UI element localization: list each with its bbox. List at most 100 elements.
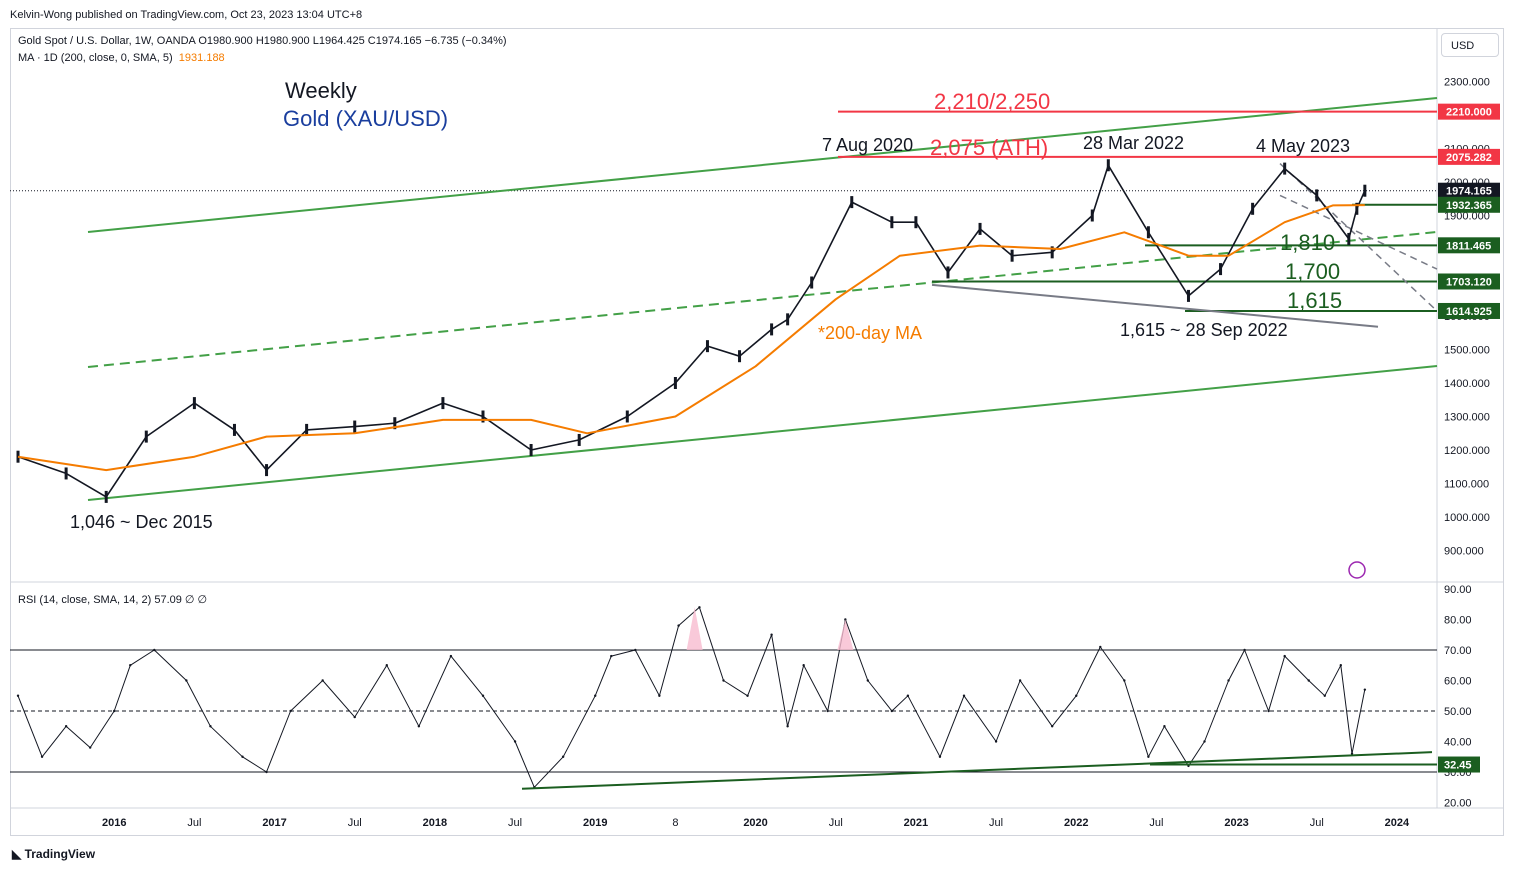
ma-legend-label: MA · 1D (200, close, 0, SMA, 5)	[18, 52, 173, 64]
rsi-point	[1243, 648, 1246, 652]
price-candle	[770, 323, 774, 336]
rsi-point	[1203, 740, 1206, 743]
price-candle	[577, 433, 581, 446]
rsi-overbought-fill	[686, 607, 703, 650]
price-candle	[890, 216, 894, 229]
price-tag-label: 2075.282	[1446, 152, 1492, 164]
rsi-point	[677, 624, 680, 627]
price-candle	[1090, 209, 1094, 222]
tv-logo-text: TradingView	[24, 847, 96, 861]
price-tag-bg	[1438, 302, 1500, 319]
price-candle	[914, 216, 918, 229]
symbol-legend: Gold Spot / U.S. Dollar, 1W, OANDA O1980…	[18, 35, 507, 47]
price-candle	[1010, 249, 1014, 262]
peak-2023-label: 4 May 2023	[1256, 136, 1350, 156]
time-axis-tick: Jul	[187, 817, 201, 829]
rsi-point	[906, 694, 910, 697]
rsi-point	[1350, 752, 1354, 755]
rsi-point	[1123, 679, 1126, 682]
rsi-point	[938, 755, 942, 758]
price-tag-label: 1614.925	[1446, 306, 1492, 318]
rsi-point	[561, 755, 565, 758]
ma-legend: MA · 1D (200, close, 0, SMA, 5) 1931.188	[18, 52, 225, 64]
descending-support-line	[931, 283, 1379, 328]
rsi-point	[417, 725, 421, 728]
rsi-point	[634, 648, 637, 652]
price-candle	[232, 423, 236, 436]
price-candle	[64, 467, 68, 480]
price-axis-tick: 1500.000	[1444, 345, 1490, 357]
time-axis-tick: Jul	[508, 817, 522, 829]
rsi-point	[890, 709, 894, 713]
price-tag-bg	[1438, 103, 1500, 120]
rsi-axis-tick: 70.00	[1444, 645, 1472, 657]
rsi-point	[1283, 654, 1286, 658]
chart-subtitle: Gold (XAU/USD)	[283, 106, 448, 131]
ma-200-line	[17, 204, 1365, 472]
time-axis-tick: 2021	[904, 817, 928, 829]
rsi-point	[994, 740, 998, 743]
price-candle	[738, 350, 742, 363]
time-axis-tick: Jul	[989, 817, 1003, 829]
price-candle	[1219, 263, 1223, 276]
price-axis-tick: 1100.000	[1444, 479, 1489, 491]
rsi-axis-tick: 60.00	[1444, 676, 1472, 688]
rsi-point	[385, 664, 388, 667]
rsi-point	[113, 709, 116, 713]
rsi-point	[802, 664, 805, 667]
price-candle	[673, 377, 677, 389]
rsi-point	[826, 709, 829, 713]
rsi-point	[786, 725, 789, 728]
rsi-point	[1323, 694, 1326, 697]
price-candle	[1186, 289, 1190, 302]
price-candle	[441, 397, 445, 410]
rsi-point	[129, 664, 132, 667]
tradingview-logo[interactable]: ◣ TradingView	[12, 847, 95, 861]
price-candle	[104, 490, 108, 503]
chart-frame	[10, 28, 1504, 836]
time-axis-tick: 2018	[423, 817, 447, 829]
rsi-point	[1075, 694, 1078, 697]
price-candle	[786, 313, 790, 326]
rsi-point	[746, 694, 749, 697]
rsi-point	[1050, 725, 1054, 728]
rsi-point	[513, 740, 517, 743]
time-axis-tick: 2023	[1224, 817, 1248, 829]
price-candle	[705, 340, 709, 353]
low-2015-label: 1,046 ~ Dec 2015	[70, 512, 213, 532]
rsi-axis-tick: 80.00	[1444, 615, 1472, 627]
rsi-point	[1307, 679, 1310, 682]
price-candle	[1363, 184, 1367, 197]
channel-mid-line	[87, 231, 1438, 368]
rsi-point	[722, 679, 725, 682]
rsi-point	[16, 694, 20, 697]
price-candle	[1050, 246, 1054, 259]
channel-lower-line	[87, 365, 1438, 501]
time-axis-tick: 2017	[262, 817, 286, 829]
rsi-point	[962, 694, 966, 697]
price-axis-tick: 1300.000	[1444, 412, 1490, 424]
peak-2020-label: 7 Aug 2020	[822, 135, 913, 155]
price-tag-label: 2210.000	[1446, 107, 1492, 119]
time-axis-tick: 2020	[743, 817, 767, 829]
rsi-point	[449, 654, 453, 658]
rsi-point	[241, 755, 244, 758]
price-axis-tick: 2300.000	[1444, 77, 1490, 89]
rsi-point	[1363, 688, 1367, 691]
support-1700-label: 1,700	[1285, 259, 1340, 284]
rsi-point	[88, 746, 92, 749]
rsi-axis-tick: 40.00	[1444, 737, 1472, 749]
time-axis-tick: Jul	[348, 817, 362, 829]
resistance-zone-label: 2,210/2,250	[934, 89, 1050, 114]
price-candle	[1283, 162, 1287, 175]
rsi-point	[1099, 645, 1102, 649]
time-axis-tick: Jul	[829, 817, 843, 829]
rsi-point	[209, 725, 212, 728]
currency-selector[interactable]: USD	[1441, 33, 1499, 57]
alert-icon	[1348, 561, 1366, 579]
price-axis-tick: 1400.000	[1444, 378, 1490, 390]
time-axis-tick: 2022	[1064, 817, 1088, 829]
price-axis-tick: 1200.000	[1444, 445, 1490, 457]
rsi-point	[64, 725, 68, 728]
